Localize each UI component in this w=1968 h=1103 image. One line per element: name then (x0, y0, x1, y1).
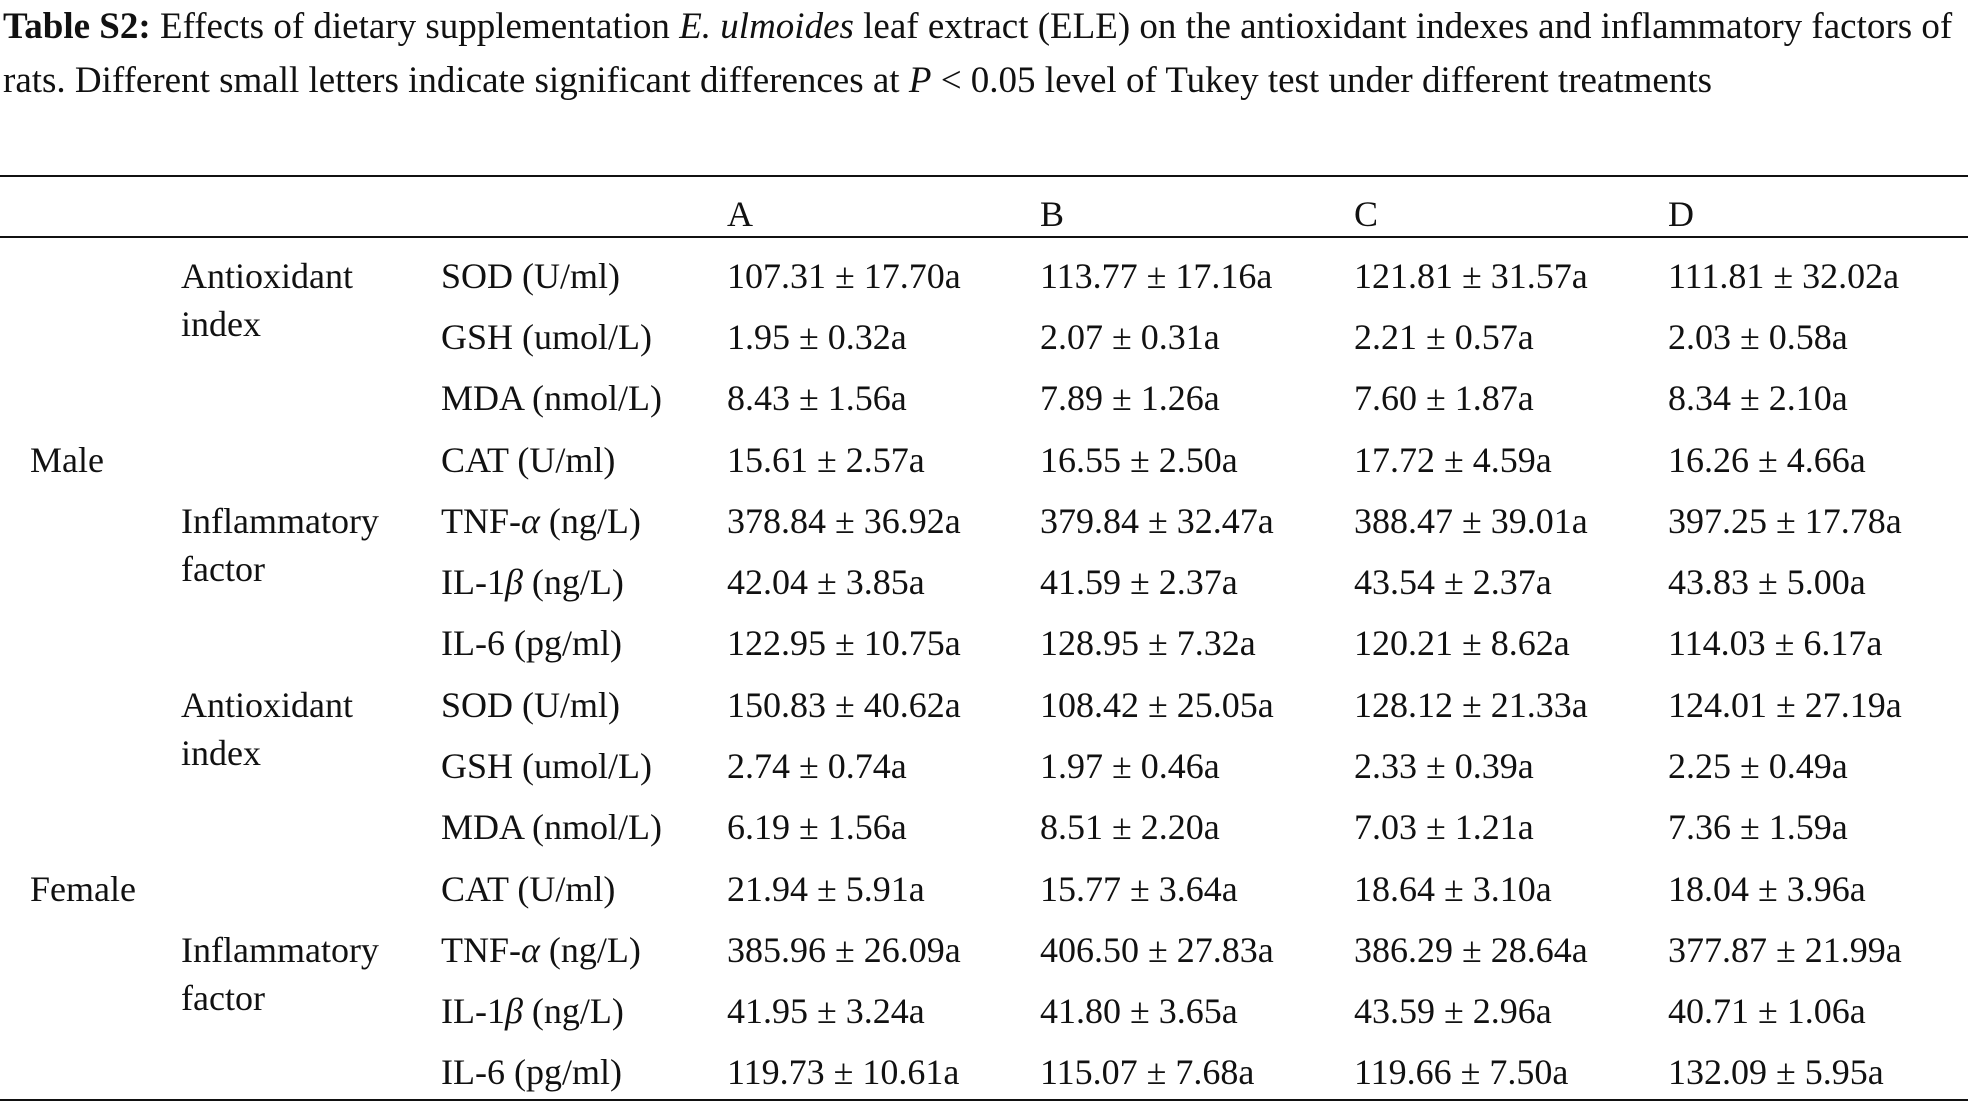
value-cell: 377.87 ± 21.99a (1668, 930, 1902, 970)
value-cell: 121.81 ± 31.57a (1354, 256, 1588, 296)
indicator-label: MDA (nmol/L) (441, 807, 662, 847)
value-cell: 1.95 ± 0.32a (727, 317, 907, 357)
group-label: Antioxidant (181, 685, 353, 725)
value-cell: 388.47 ± 39.01a (1354, 501, 1588, 541)
caption-label: Table S2: (3, 6, 151, 47)
value-cell: 128.95 ± 7.32a (1040, 623, 1256, 663)
caption-species: E. ulmoides (679, 6, 854, 47)
indicator-label: MDA (nmol/L) (441, 378, 662, 418)
caption-text: Effects of dietary supplementation (150, 6, 680, 47)
indicator-label: TNF-α (ng/L) (441, 930, 641, 970)
value-cell: 386.29 ± 28.64a (1354, 930, 1588, 970)
indicator-label: SOD (U/ml) (441, 685, 620, 725)
value-cell: 397.25 ± 17.78a (1668, 501, 1902, 541)
value-cell: 150.83 ± 40.62a (727, 685, 961, 725)
value-cell: 8.51 ± 2.20a (1040, 807, 1220, 847)
value-cell: 2.25 ± 0.49a (1668, 746, 1848, 786)
value-cell: 120.21 ± 8.62a (1354, 623, 1570, 663)
value-cell: 107.31 ± 17.70a (727, 256, 961, 296)
value-cell: 124.01 ± 27.19a (1668, 685, 1902, 725)
value-cell: 41.59 ± 2.37a (1040, 562, 1238, 602)
group-label: factor (181, 978, 265, 1018)
value-cell: 21.94 ± 5.91a (727, 869, 925, 909)
indicator-label: IL-1β (ng/L) (441, 991, 624, 1031)
value-cell: 17.72 ± 4.59a (1354, 440, 1552, 480)
value-cell: 15.61 ± 2.57a (727, 440, 925, 480)
table-bottom-rule (0, 1099, 1968, 1101)
value-cell: 16.55 ± 2.50a (1040, 440, 1238, 480)
value-cell: 8.34 ± 2.10a (1668, 378, 1848, 418)
group-label: Antioxidant (181, 256, 353, 296)
value-cell: 7.89 ± 1.26a (1040, 378, 1220, 418)
value-cell: 43.54 ± 2.37a (1354, 562, 1552, 602)
column-header-d: D (1668, 194, 1694, 234)
group-label: Inflammatory (181, 930, 379, 970)
value-cell: 15.77 ± 3.64a (1040, 869, 1238, 909)
value-cell: 132.09 ± 5.95a (1668, 1052, 1884, 1092)
value-cell: 6.19 ± 1.56a (727, 807, 907, 847)
table-header-rule (0, 236, 1968, 238)
value-cell: 18.64 ± 3.10a (1354, 869, 1552, 909)
value-cell: 111.81 ± 32.02a (1668, 256, 1900, 296)
value-cell: 119.66 ± 7.50a (1354, 1052, 1569, 1092)
table-top-rule (0, 175, 1968, 177)
indicator-label: GSH (umol/L) (441, 317, 652, 357)
column-header-c: C (1354, 194, 1379, 234)
group-label: index (181, 733, 261, 773)
value-cell: 41.95 ± 3.24a (727, 991, 925, 1031)
value-cell: 18.04 ± 3.96a (1668, 869, 1866, 909)
sex-label-female: Female (30, 869, 136, 909)
value-cell: 40.71 ± 1.06a (1668, 991, 1866, 1031)
value-cell: 379.84 ± 32.47a (1040, 501, 1274, 541)
caption-text: < 0.05 level of Tukey test under differe… (931, 60, 1713, 101)
indicator-label: CAT (U/ml) (441, 869, 616, 909)
indicator-label: IL-6 (pg/ml) (441, 1052, 622, 1092)
value-cell: 2.74 ± 0.74a (727, 746, 907, 786)
value-cell: 385.96 ± 26.09a (727, 930, 961, 970)
caption-text: leaf extract (ELE) on the antioxidant in… (3, 6, 1953, 101)
value-cell: 42.04 ± 3.85a (727, 562, 925, 602)
group-label: factor (181, 549, 265, 589)
value-cell: 115.07 ± 7.68a (1040, 1052, 1255, 1092)
table-caption: Table S2: Effects of dietary supplementa… (3, 0, 1963, 108)
value-cell: 113.77 ± 17.16a (1040, 256, 1273, 296)
value-cell: 114.03 ± 6.17a (1668, 623, 1883, 663)
value-cell: 1.97 ± 0.46a (1040, 746, 1220, 786)
value-cell: 378.84 ± 36.92a (727, 501, 961, 541)
value-cell: 108.42 ± 25.05a (1040, 685, 1274, 725)
indicator-label: SOD (U/ml) (441, 256, 620, 296)
value-cell: 7.03 ± 1.21a (1354, 807, 1534, 847)
value-cell: 2.33 ± 0.39a (1354, 746, 1534, 786)
value-cell: 43.83 ± 5.00a (1668, 562, 1866, 602)
group-label: index (181, 304, 261, 344)
column-header-a: A (727, 194, 753, 234)
indicator-label: CAT (U/ml) (441, 440, 616, 480)
indicator-label: IL-6 (pg/ml) (441, 623, 622, 663)
value-cell: 16.26 ± 4.66a (1668, 440, 1866, 480)
value-cell: 2.03 ± 0.58a (1668, 317, 1848, 357)
value-cell: 2.21 ± 0.57a (1354, 317, 1534, 357)
value-cell: 128.12 ± 21.33a (1354, 685, 1588, 725)
value-cell: 41.80 ± 3.65a (1040, 991, 1238, 1031)
indicator-label: TNF-α (ng/L) (441, 501, 641, 541)
value-cell: 7.36 ± 1.59a (1668, 807, 1848, 847)
indicator-label: IL-1β (ng/L) (441, 562, 624, 602)
value-cell: 119.73 ± 10.61a (727, 1052, 960, 1092)
value-cell: 2.07 ± 0.31a (1040, 317, 1220, 357)
value-cell: 8.43 ± 1.56a (727, 378, 907, 418)
value-cell: 7.60 ± 1.87a (1354, 378, 1534, 418)
value-cell: 406.50 ± 27.83a (1040, 930, 1274, 970)
column-header-b: B (1040, 194, 1065, 234)
indicator-label: GSH (umol/L) (441, 746, 652, 786)
sex-label-male: Male (30, 440, 104, 480)
value-cell: 122.95 ± 10.75a (727, 623, 961, 663)
group-label: Inflammatory (181, 501, 379, 541)
caption-p-symbol: P (908, 60, 932, 101)
value-cell: 43.59 ± 2.96a (1354, 991, 1552, 1031)
